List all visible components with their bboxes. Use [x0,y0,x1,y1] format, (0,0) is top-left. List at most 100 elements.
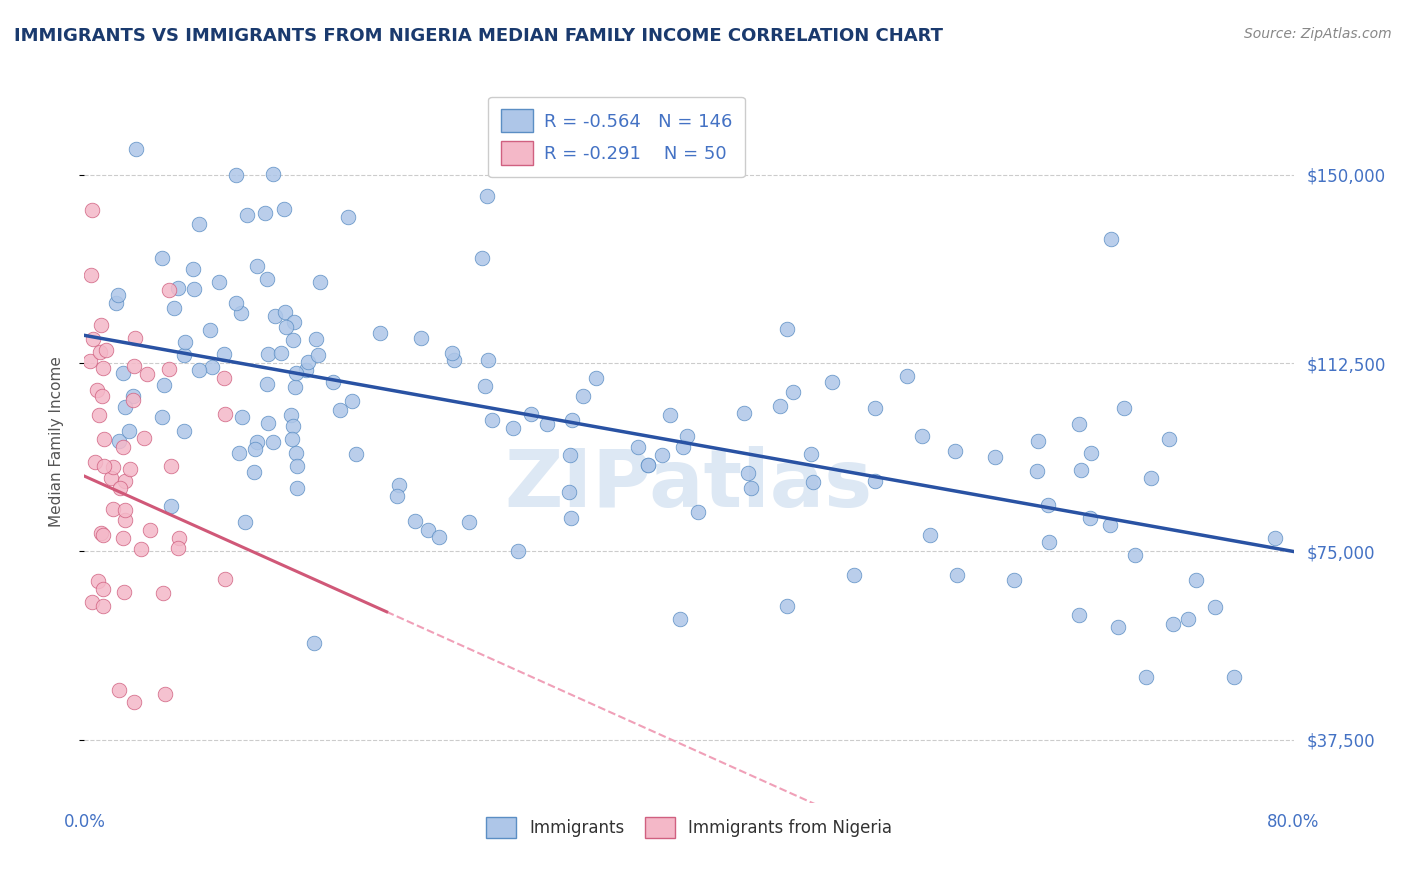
Point [943,443,966,458]
Point [90,318,112,333]
Point [733,406,755,420]
Point [443,353,465,368]
Point [302,636,325,650]
Point [471,252,494,266]
Point [129,542,152,557]
Point [107,434,129,448]
Point [105,296,128,310]
Point [167,281,190,295]
Point [246,435,269,450]
Point [114,503,136,517]
Point [585,371,607,385]
Point [160,459,183,474]
Point [688,505,710,519]
Point [82,595,104,609]
Point [946,568,969,582]
Point [911,429,934,443]
Point [100,471,122,485]
Point [1223,670,1246,684]
Text: IMMIGRANTS VS IMMIGRANTS FROM NIGERIA MEDIAN FAMILY INCOME CORRELATION CHART: IMMIGRANTS VS IMMIGRANTS FROM NIGERIA ME… [14,27,943,45]
Point [474,379,496,393]
Point [322,375,344,389]
Point [863,474,886,488]
Point [676,429,699,443]
Point [918,528,941,542]
Point [560,511,582,525]
Point [208,275,231,289]
Point [124,331,146,345]
Point [283,314,305,328]
Point [82,332,104,346]
Point [107,288,129,302]
Point [150,410,173,425]
Point [173,425,195,439]
Point [281,432,304,446]
Point [281,418,304,433]
Point [329,403,352,417]
Point [309,275,332,289]
Point [658,409,681,423]
Point [153,377,176,392]
Point [167,541,190,556]
Point [769,399,792,413]
Point [91,599,114,614]
Point [256,272,278,286]
Point [387,477,409,491]
Point [1002,573,1025,587]
Point [270,346,292,360]
Point [284,366,307,380]
Point [150,251,173,265]
Point [416,524,439,538]
Point [776,599,799,613]
Point [842,568,865,582]
Point [228,446,250,460]
Point [536,417,558,431]
Point [1038,498,1060,512]
Point [112,584,135,599]
Point [101,460,124,475]
Point [264,310,287,324]
Point [284,380,307,394]
Point [863,401,886,416]
Point [1114,401,1136,416]
Point [1099,518,1122,533]
Point [307,348,329,362]
Point [297,355,319,369]
Point [385,489,408,503]
Point [1099,232,1122,246]
Point [273,202,295,217]
Point [181,262,204,277]
Point [520,407,543,421]
Point [1157,432,1180,446]
Point [214,407,236,421]
Point [283,333,305,347]
Point [91,388,114,402]
Point [821,375,844,389]
Point [167,531,190,545]
Point [243,442,266,457]
Point [337,210,360,224]
Point [159,500,181,514]
Point [224,295,246,310]
Point [80,202,103,217]
Point [114,513,136,527]
Point [1067,417,1090,431]
Point [225,168,247,182]
Point [91,361,114,376]
Point [262,435,284,450]
Point [108,682,131,697]
Point [740,482,762,496]
Point [506,544,529,558]
Point [157,284,180,298]
Point [340,393,363,408]
Point [262,167,284,181]
Point [122,389,145,403]
Point [737,467,759,481]
Point [90,525,112,540]
Point [427,530,450,544]
Point [637,458,659,472]
Point [112,531,135,545]
Point [1067,607,1090,622]
Point [651,448,673,462]
Point [274,319,297,334]
